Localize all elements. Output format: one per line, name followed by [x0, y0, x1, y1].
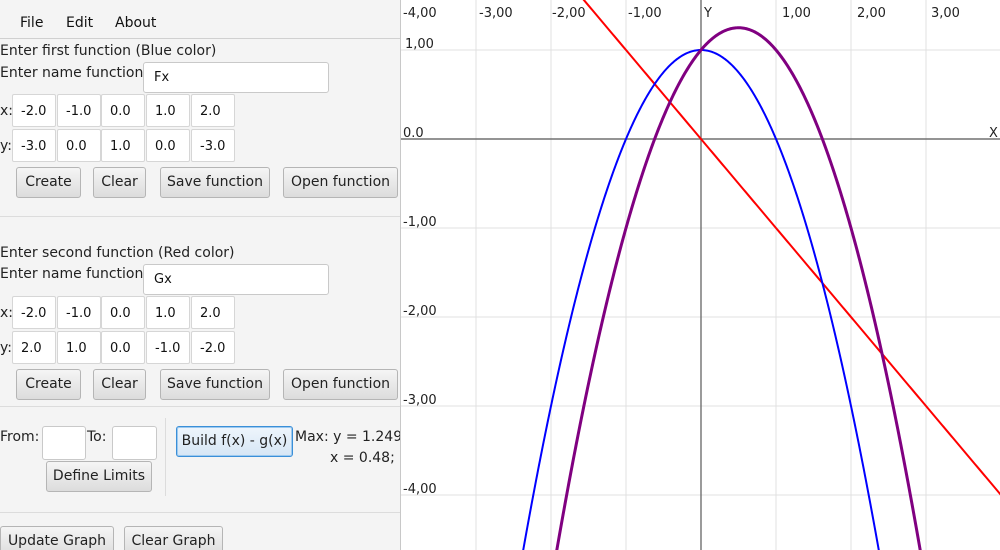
x-tick-label: -4,00	[403, 6, 437, 21]
func1-x-label: x:	[0, 103, 14, 119]
menu-edit[interactable]: Edit	[66, 15, 94, 31]
x-tick-label: 3,00	[931, 6, 960, 21]
graph-area[interactable]: -4,00 -3,00 -2,00 -1,00 Y 1,00 2,00 3,00…	[400, 0, 1000, 550]
y-axis-label: Y	[703, 6, 712, 21]
func2-x-cell[interactable]: 0.0	[101, 296, 145, 329]
func1-x-cell[interactable]: 1.0	[146, 94, 190, 127]
func2-y-cell[interactable]: 0.0	[101, 331, 145, 364]
func2-x-cell[interactable]: -1.0	[57, 296, 101, 329]
func1-name-input[interactable]: Fx	[143, 62, 329, 93]
graph-canvas: -4,00 -3,00 -2,00 -1,00 Y 1,00 2,00 3,00…	[401, 0, 1000, 550]
func2-y-cell[interactable]: 1.0	[57, 331, 101, 364]
func1-y-cell[interactable]: -3.0	[191, 129, 235, 162]
grid	[401, 0, 1000, 550]
y-tick-label: -4,00	[403, 482, 437, 497]
max-y-result: Max: y = 1.2496;	[295, 429, 400, 445]
func2-name-input[interactable]: Gx	[143, 264, 329, 295]
menu-file[interactable]: File	[20, 15, 44, 31]
menu-bar: File Edit About	[0, 8, 400, 39]
to-input[interactable]	[112, 426, 157, 460]
max-x-result: x = 0.48;	[330, 450, 395, 466]
func1-y-label: y:	[0, 138, 12, 154]
func1-x-cell[interactable]: -1.0	[57, 94, 101, 127]
func1-clear-button[interactable]: Clear	[93, 167, 146, 198]
divider	[0, 512, 400, 513]
func1-x-cell[interactable]: 0.0	[101, 94, 145, 127]
func1-x-cell[interactable]: 2.0	[191, 94, 235, 127]
origin-label: 0.0	[403, 126, 424, 141]
func1-y-cell[interactable]: -3.0	[12, 129, 56, 162]
to-label: To:	[87, 429, 107, 445]
func1-save-button[interactable]: Save function	[160, 167, 270, 198]
func2-save-button[interactable]: Save function	[160, 369, 270, 400]
x-tick-label: -3,00	[479, 6, 513, 21]
from-label: From:	[0, 429, 40, 445]
divider	[165, 418, 166, 496]
x-tick-label: 1,00	[782, 6, 811, 21]
clear-graph-button[interactable]: Clear Graph	[124, 526, 223, 550]
func2-y-label: y:	[0, 340, 12, 356]
func1-y-cell[interactable]: 0.0	[146, 129, 190, 162]
from-input[interactable]	[42, 426, 86, 460]
y-tick-label: 1,00	[405, 37, 434, 52]
define-limits-button[interactable]: Define Limits	[46, 461, 152, 492]
func2-x-cell[interactable]: 1.0	[146, 296, 190, 329]
func1-y-cell[interactable]: 0.0	[57, 129, 101, 162]
y-tick-label: -3,00	[403, 393, 437, 408]
divider	[0, 406, 400, 407]
func2-y-cell[interactable]: -2.0	[191, 331, 235, 364]
x-tick-label: -2,00	[552, 6, 586, 21]
func1-heading: Enter first function (Blue color)	[0, 43, 217, 59]
func2-x-cell[interactable]: 2.0	[191, 296, 235, 329]
x-tick-label: 2,00	[857, 6, 886, 21]
func1-create-button[interactable]: Create	[16, 167, 81, 198]
y-tick-label: -1,00	[403, 215, 437, 230]
func2-y-cell[interactable]: 2.0	[12, 331, 56, 364]
divider	[0, 216, 400, 217]
build-difference-button[interactable]: Build f(x) - g(x)	[176, 426, 293, 457]
func1-open-button[interactable]: Open function	[283, 167, 398, 198]
x-axis-label: X	[989, 126, 998, 141]
func2-name-label: Enter name function:	[0, 266, 149, 282]
func2-x-cell[interactable]: -2.0	[12, 296, 56, 329]
func2-create-button[interactable]: Create	[16, 369, 81, 400]
func1-x-cell[interactable]: -2.0	[12, 94, 56, 127]
menu-about[interactable]: About	[115, 15, 157, 31]
func1-name-label: Enter name function:	[0, 65, 149, 81]
func2-open-button[interactable]: Open function	[283, 369, 398, 400]
y-tick-label: -2,00	[403, 304, 437, 319]
x-tick-label: -1,00	[628, 6, 662, 21]
update-graph-button[interactable]: Update Graph	[0, 526, 114, 550]
func2-heading: Enter second function (Red color)	[0, 245, 235, 261]
func2-y-cell[interactable]: -1.0	[146, 331, 190, 364]
control-panel: File Edit About Enter first function (Bl…	[0, 0, 400, 550]
func2-x-label: x:	[0, 305, 14, 321]
g-function-curve	[582, 0, 1000, 496]
difference-curve	[555, 26, 922, 550]
func1-y-cell[interactable]: 1.0	[101, 129, 145, 162]
func2-clear-button[interactable]: Clear	[93, 369, 146, 400]
